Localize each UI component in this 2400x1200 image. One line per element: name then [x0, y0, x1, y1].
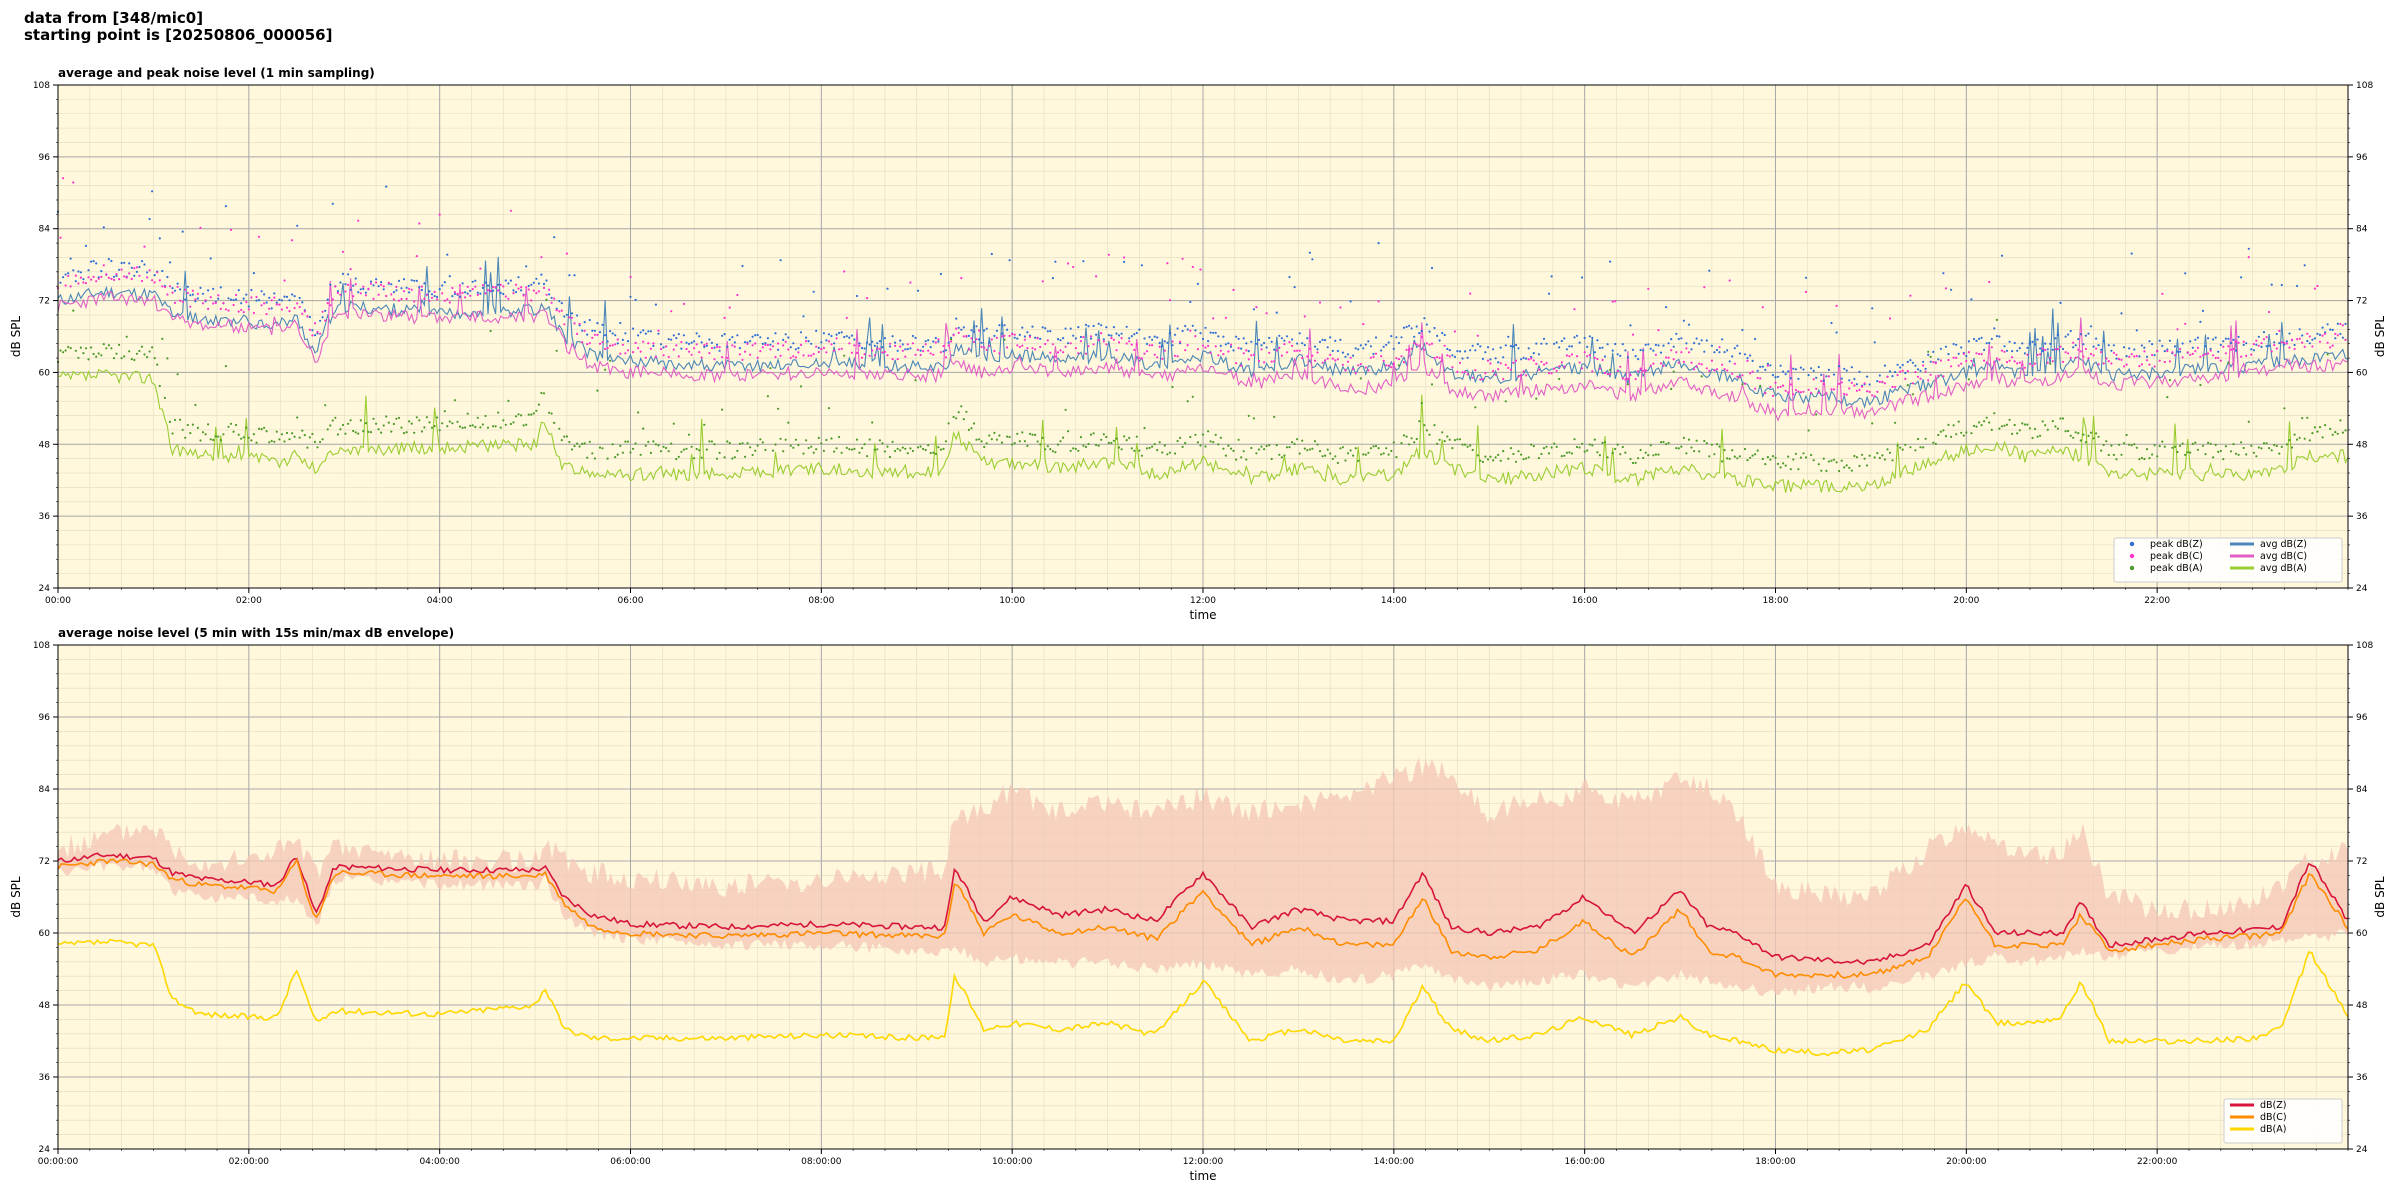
- x-tick-label: 04:00: [427, 596, 453, 606]
- y-axis-label-left: dB SPL: [9, 316, 23, 358]
- series-db-z-: [57, 852, 2349, 966]
- x-axis-label: time: [1189, 1169, 1216, 1183]
- x-tick-label: 16:00:00: [1564, 1157, 1605, 1167]
- envelope-band: [58, 757, 2348, 997]
- y-tick-label-right: 72: [2356, 857, 2367, 867]
- x-tick-label: 06:00: [618, 596, 644, 606]
- y-tick-label-left: 48: [39, 1001, 51, 1011]
- x-tick-label: 22:00: [2144, 596, 2170, 606]
- legend: dB(Z)dB(C)dB(A): [2223, 1098, 2343, 1144]
- x-tick-label: 12:00:00: [1183, 1157, 1224, 1167]
- y-tick-label-left: 84: [39, 785, 51, 795]
- y-tick-label-right: 48: [2356, 440, 2368, 450]
- header-start-point: starting point is [20250806_000056]: [24, 26, 333, 44]
- y-tick-label-left: 72: [39, 857, 50, 867]
- y-tick-label-right: 84: [2356, 785, 2368, 795]
- x-tick-label: 10:00:00: [992, 1157, 1033, 1167]
- series-db-c-: [57, 857, 2349, 979]
- y-tick-label-right: 24: [2356, 584, 2368, 594]
- x-tick-label: 18:00:00: [1755, 1157, 1796, 1167]
- legend-entry-label: peak dB(C): [2150, 551, 2203, 562]
- x-tick-label: 22:00:00: [2137, 1157, 2178, 1167]
- x-tick-label: 20:00: [1953, 596, 1979, 606]
- y-tick-label-left: 96: [39, 153, 51, 163]
- legend-marker: [2129, 541, 2135, 547]
- series-peak-db-z-: [56, 185, 2347, 387]
- y-tick-label-right: 24: [2356, 1145, 2368, 1155]
- y-tick-label-right: 96: [2356, 153, 2368, 163]
- legend-entry-label: peak dB(A): [2150, 563, 2203, 574]
- legend-box: [2113, 537, 2343, 583]
- x-tick-label: 08:00:00: [801, 1157, 842, 1167]
- legend-entry-label: avg dB(Z): [2260, 539, 2307, 550]
- y-tick-label-left: 36: [39, 512, 51, 522]
- y-tick-label-right: 84: [2356, 225, 2368, 235]
- tick-marks: [53, 84, 2353, 593]
- legend-box: [2223, 1098, 2343, 1144]
- y-axis-label-left: dB SPL: [9, 876, 23, 918]
- y-axis-label-right: dB SPL: [2373, 316, 2387, 358]
- y-tick-label-left: 60: [39, 368, 51, 378]
- y-tick-label-right: 36: [2356, 1073, 2368, 1083]
- y-tick-label-right: 72: [2356, 297, 2367, 307]
- y-tick-label-left: 96: [39, 713, 51, 723]
- x-tick-label: 20:00:00: [1946, 1157, 1987, 1167]
- x-tick-label: 14:00:00: [1374, 1157, 1415, 1167]
- chart-title: average and peak noise level (1 min samp…: [58, 66, 375, 80]
- y-tick-label-right: 60: [2356, 368, 2368, 378]
- y-tick-label-left: 72: [39, 297, 50, 307]
- x-tick-label: 08:00: [808, 596, 834, 606]
- x-tick-label: 10:00: [999, 596, 1025, 606]
- y-tick-label-right: 108: [2356, 641, 2373, 651]
- y-tick-label-left: 84: [39, 225, 51, 235]
- series-avg-db-a-: [57, 368, 2349, 493]
- legend-entry-label: peak dB(Z): [2150, 539, 2203, 550]
- x-tick-label: 14:00: [1381, 596, 1407, 606]
- legend-entry-label: avg dB(C): [2260, 551, 2307, 562]
- legend-marker: [2129, 565, 2135, 571]
- x-axis-label: time: [1189, 608, 1216, 620]
- series-peak-db-c-: [56, 177, 2347, 398]
- tick-marks: [53, 644, 2353, 1154]
- y-tick-label-left: 108: [33, 81, 50, 91]
- y-tick-label-right: 108: [2356, 81, 2373, 91]
- x-tick-label: 16:00: [1572, 596, 1598, 606]
- x-tick-label: 18:00: [1763, 596, 1789, 606]
- chart-envelope: 24 24 36 36 48 48 60 60 72 72 84 84 96 96 108 108 00:00:…: [9, 626, 2387, 1183]
- y-tick-label-right: 48: [2356, 1001, 2368, 1011]
- x-tick-label: 06:00:00: [610, 1157, 651, 1167]
- y-tick-label-left: 48: [39, 440, 51, 450]
- y-tick-label-right: 96: [2356, 713, 2368, 723]
- x-tick-label: 00:00:00: [38, 1157, 79, 1167]
- chart-title: average noise level (5 min with 15s min/…: [58, 626, 454, 640]
- series-peak-db-a-: [56, 298, 2347, 473]
- y-tick-label-left: 36: [39, 1073, 51, 1083]
- legend-entry-label: dB(A): [2260, 1124, 2286, 1135]
- legend-entry-label: dB(Z): [2260, 1100, 2286, 1111]
- legend-entry-label: avg dB(A): [2260, 563, 2307, 574]
- series-db-a-: [57, 938, 2349, 1057]
- series-avg-db-c-: [57, 278, 2349, 422]
- x-tick-label: 04:00:00: [419, 1157, 460, 1167]
- legend-entry-label: dB(C): [2260, 1112, 2287, 1123]
- header-source: data from [348/mic0]: [24, 9, 204, 27]
- y-tick-label-left: 24: [39, 584, 51, 594]
- x-tick-label: 02:00:00: [229, 1157, 270, 1167]
- y-tick-label-right: 36: [2356, 512, 2368, 522]
- y-tick-label-left: 108: [33, 641, 50, 651]
- x-tick-label: 12:00: [1190, 596, 1216, 606]
- y-tick-label-right: 60: [2356, 929, 2368, 939]
- y-tick-label-left: 60: [39, 929, 51, 939]
- y-axis-label-right: dB SPL: [2373, 876, 2387, 918]
- legend: peak dB(Z) avg dB(Z) peak dB(C) avg dB(C) pe…: [2113, 537, 2343, 583]
- x-tick-label: 02:00: [236, 596, 262, 606]
- legend-marker: [2129, 553, 2135, 559]
- chart-peak-average: 24 24 36 36 48 48 60 60 72 72 84 84 96 96 108 108 00:00 0…: [9, 66, 2387, 620]
- x-tick-label: 00:00: [45, 596, 71, 606]
- series-avg-db-z-: [57, 256, 2349, 409]
- y-tick-label-left: 24: [39, 1145, 51, 1155]
